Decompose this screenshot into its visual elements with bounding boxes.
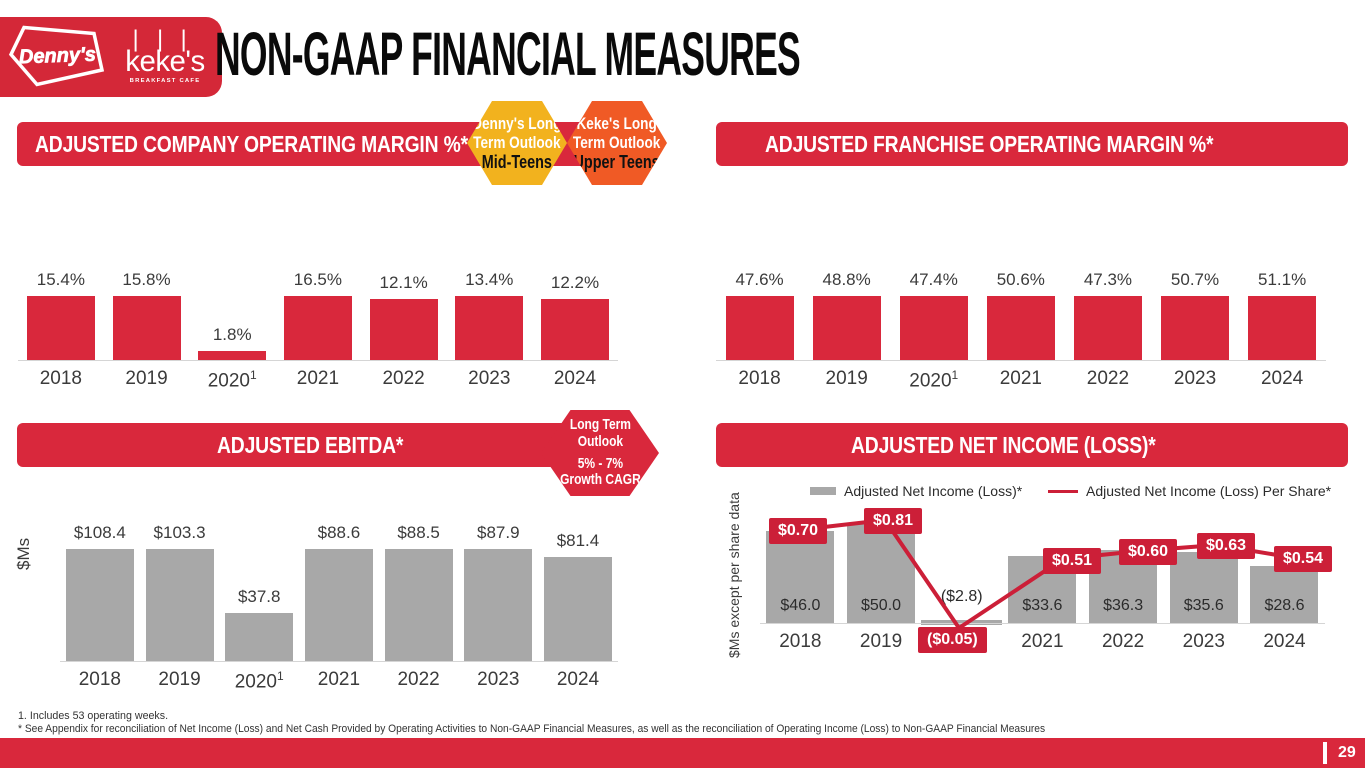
svg-text:Denny's: Denny's [19,44,97,69]
svg-text:keke's: keke's [125,45,204,78]
svg-text:BREAKFAST CAFE: BREAKFAST CAFE [130,78,201,84]
